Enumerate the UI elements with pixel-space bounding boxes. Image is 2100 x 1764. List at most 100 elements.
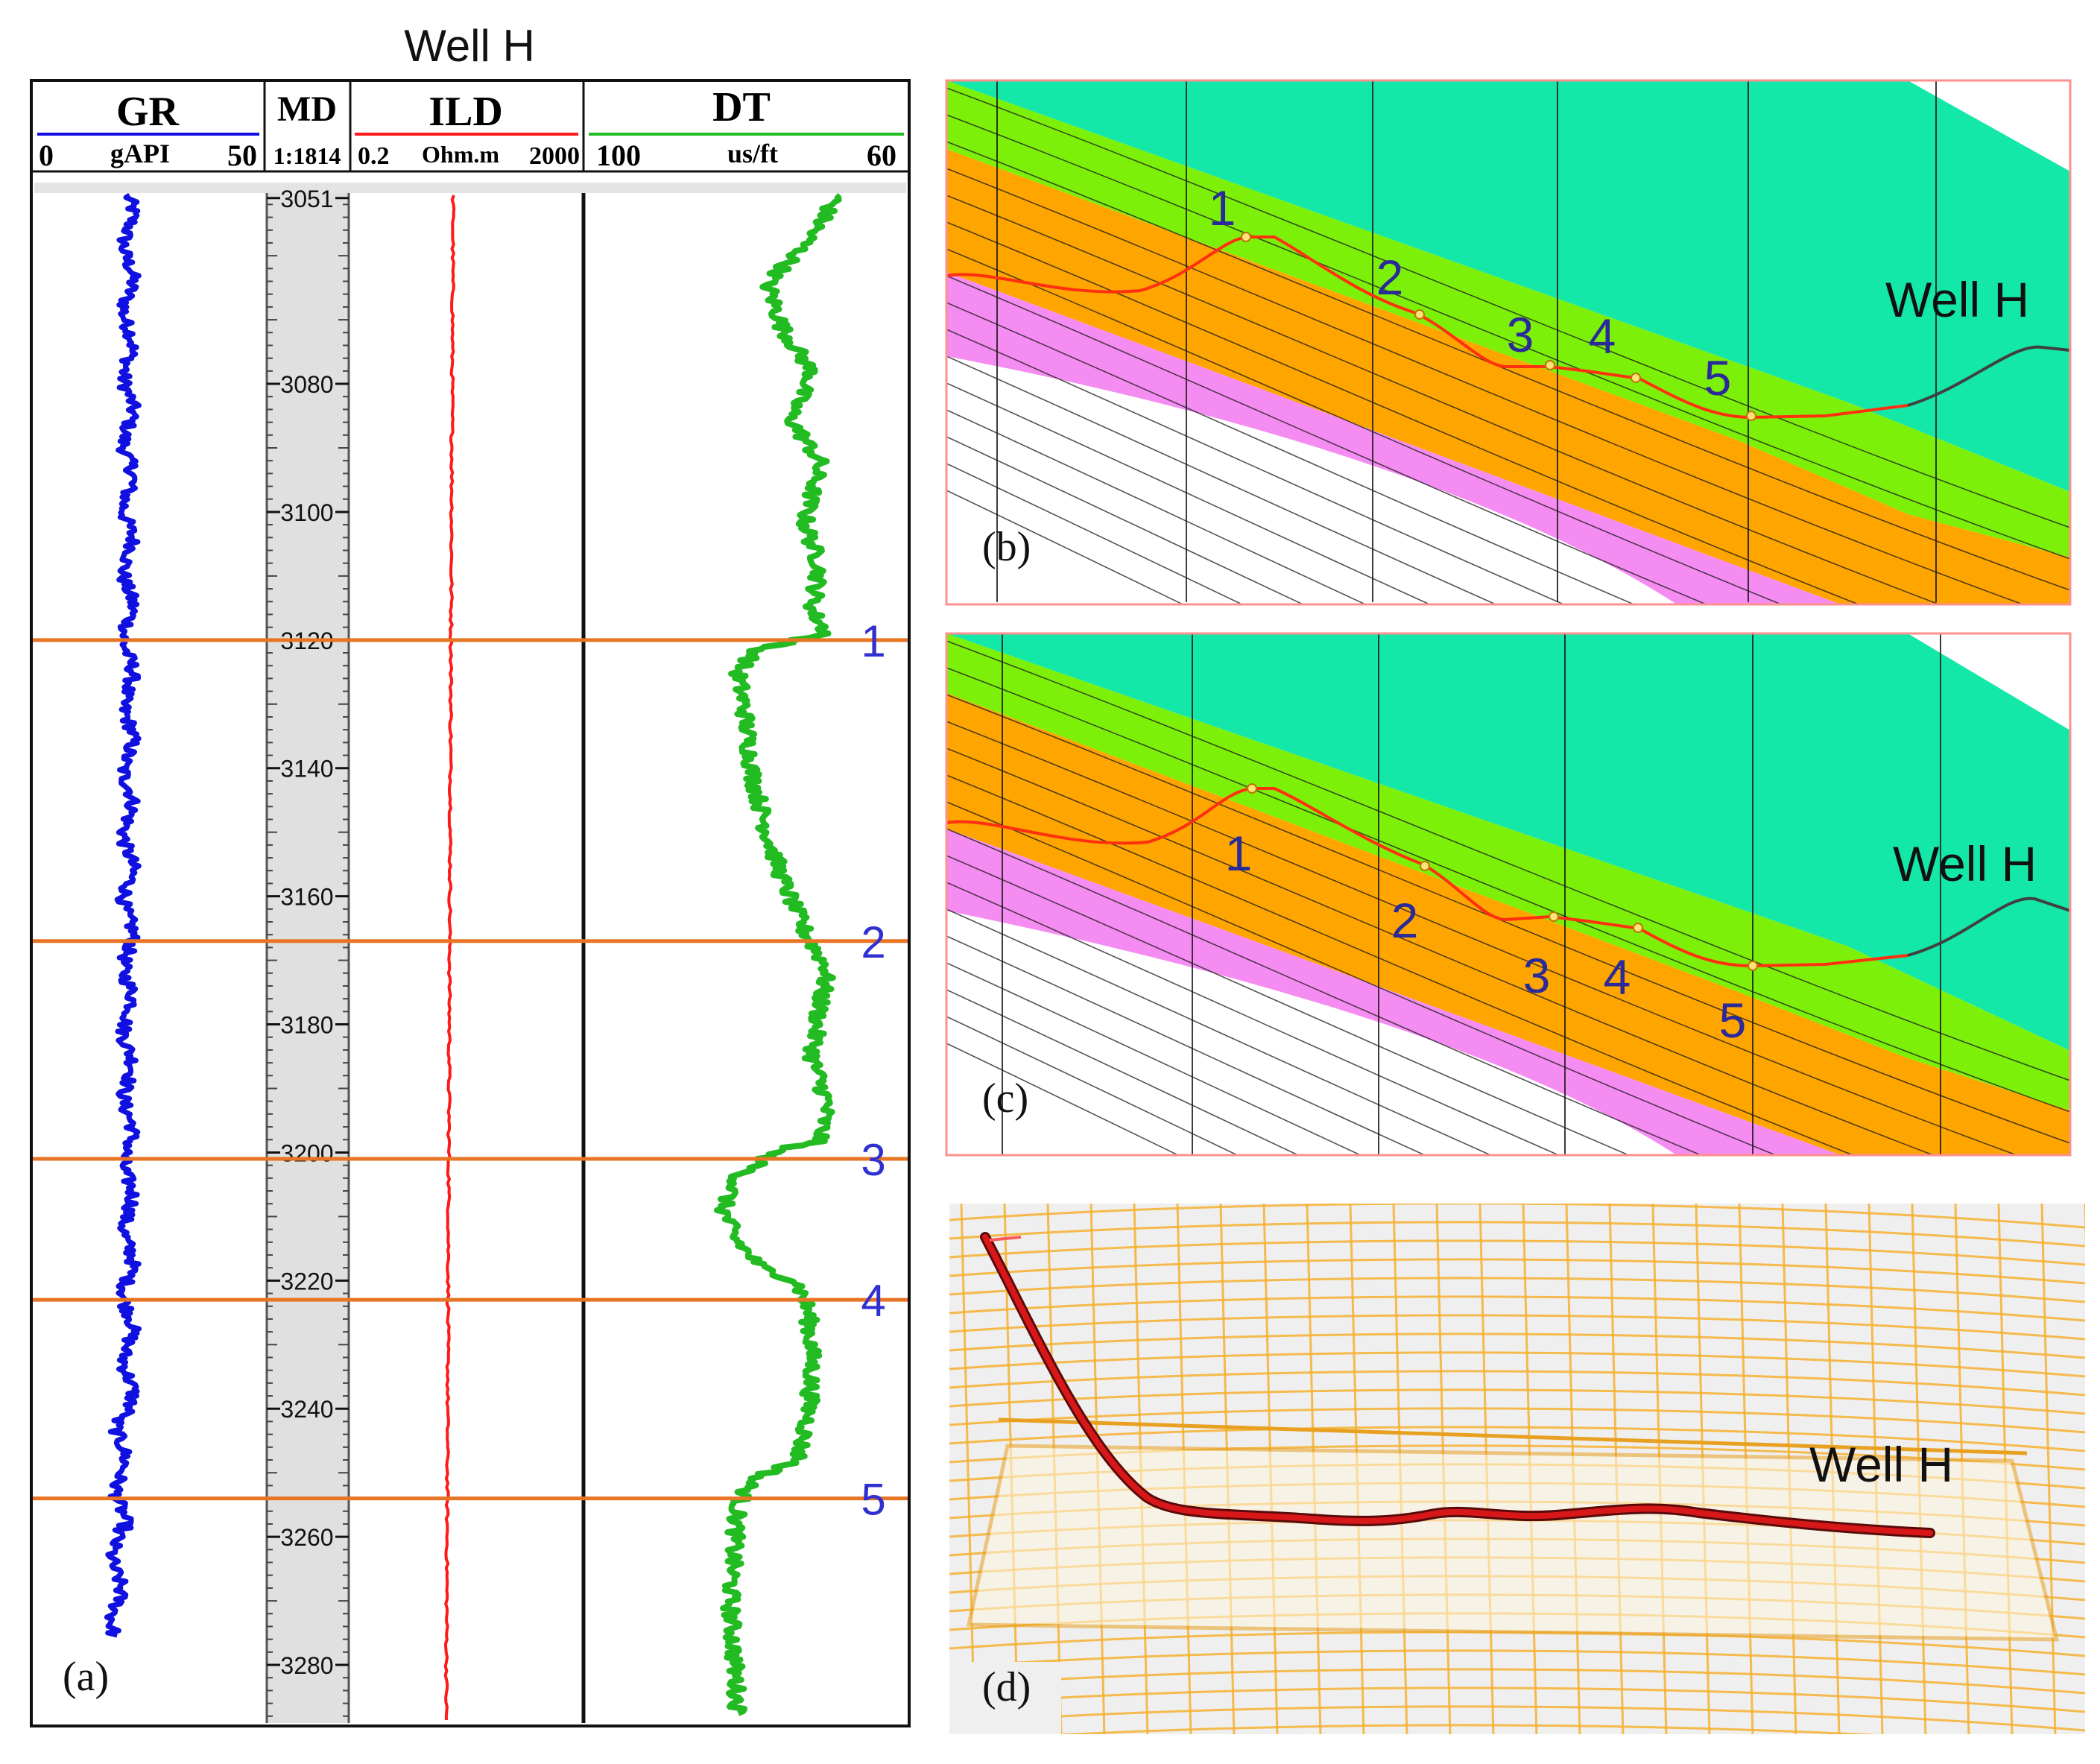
grid-layer-line [946,747,1935,1155]
3d-grid-line [949,1705,2085,1732]
md-depth-label: 3140 [280,756,333,783]
panel-c-well-label: Well H [1893,836,2037,891]
trajectory-point-label: 5 [1719,993,1747,1048]
3d-grid-line [1053,1724,1879,1734]
3d-grid-line [949,1649,2085,1676]
grid-layer-line [946,436,1305,604]
layer-top-b [946,80,2070,492]
md-depth-label: 3051 [280,186,333,212]
md-track-title: MD [277,89,337,129]
3d-grid-line [1608,1204,1625,1734]
trajectory-point [1545,360,1555,370]
trajectory-point-label: 4 [1604,949,1631,1005]
3d-grid-line [1046,1204,1063,1734]
md-depth-label: 3180 [280,1012,333,1039]
3d-grid-line [949,1221,2085,1248]
horizon-marker-label: 1 [861,616,885,666]
grid-layer-line [946,114,2070,560]
panel-b-frame [945,79,2072,606]
panel-d-well-label: Well H [1809,1437,1953,1492]
3d-grid-line [949,1668,2085,1695]
dt-curve [714,193,842,1716]
grid-layer-line [946,275,1708,604]
below-base-b [946,356,1677,604]
grid-layer-line [946,667,2070,1113]
grid-layer-line [946,989,1300,1155]
3d-grid-line [1089,1204,1106,1734]
well-trajectory-b [946,235,1908,420]
panel-b-well-label: Well H [1885,272,2029,327]
3d-grid-line [949,1388,2085,1415]
dt-unit: us/ft [727,139,778,168]
well-path-outside-b [1907,345,2070,407]
grid-layer-line [946,382,1432,604]
panel-d-label: (d) [982,1664,1031,1710]
below-base-c [946,911,1677,1155]
log-curves [104,192,842,1720]
panel-b-section: 1 2 3 4 5 Well H (b) [945,79,2072,606]
gr-min: 0 [39,139,54,172]
horizon-marker-label: 2 [861,917,885,967]
ild-unit: Ohm.m [422,141,499,168]
dt-max: 60 [867,139,896,172]
md-depth-label: 3280 [280,1652,333,1679]
grid-layer-line [946,248,1783,604]
md-depth-label: 3220 [280,1268,333,1294]
panel-b-label: (b) [982,524,1031,570]
trajectory-point [1631,373,1641,383]
3d-grid-line [949,1295,2085,1322]
gr-track-title: GR [116,89,180,135]
grid-layer-line [946,774,1855,1155]
trajectory-point-label: 5 [1704,350,1732,405]
trajectory-point [1241,232,1251,242]
grid-layer-line [946,221,1861,604]
trajectory-point-label: 1 [1225,826,1253,881]
grid-layer-line [946,882,1560,1155]
ild-max: 2000 [529,142,580,170]
grid-layer-line [946,1016,1239,1155]
trajectory-point-label: 4 [1589,309,1616,364]
3d-grid-line [949,1277,2085,1303]
md-depth-label: 3200 [280,1139,333,1166]
md-track-fill [267,193,349,1723]
panel-c-section: 1 2 3 4 5 Well H (c) [945,632,2072,1157]
3d-grid-line [1392,1204,1408,1734]
trajectory-point [1748,961,1758,971]
ild-curve [443,195,456,1720]
trajectory-point [1247,783,1257,794]
layer-reservoir-b [946,149,2070,604]
3d-grid-line [1565,1204,1581,1734]
3d-grid-line [949,1407,2085,1434]
grid-layer-line [946,935,1426,1155]
grid-layer-line [946,195,1941,604]
panel-c-points: 1 2 3 4 5 [1225,783,1758,1048]
trajectory-point [1633,923,1643,933]
well-trajectory-c [946,787,1908,968]
panel-a-label: (a) [63,1654,109,1700]
horizon-marker-label: 5 [861,1475,885,1525]
horizon-marker-label: 4 [861,1276,885,1326]
grid-layer-line [946,409,1367,604]
3d-grid-line [949,1258,2085,1285]
well-path-outside-c [1907,897,2070,957]
3d-grid-line [949,1239,2085,1266]
3d-grid-line [960,1204,976,1734]
trajectory-point [1414,309,1425,320]
md-depth-label: 3260 [280,1524,333,1551]
md-depth-label: 3160 [280,884,333,911]
3d-grid-line [949,1333,2085,1359]
gr-unit: gAPI [110,139,170,168]
panel-c-label: (c) [982,1075,1028,1122]
grid-layer-line [946,721,2019,1155]
grid-layer-line [946,302,1636,604]
md-depth-label: 3080 [280,371,333,398]
3d-grid-line [949,1314,2085,1341]
md-depth-label: 3100 [280,499,333,526]
3d-grid-line [949,1351,2085,1378]
trajectory-point-label: 1 [1209,180,1236,235]
gr-curve [104,192,142,1638]
3d-grid-line [949,1370,2085,1397]
3d-lower-left-gap [949,1662,1061,1734]
trajectory-point-label: 3 [1507,307,1534,362]
